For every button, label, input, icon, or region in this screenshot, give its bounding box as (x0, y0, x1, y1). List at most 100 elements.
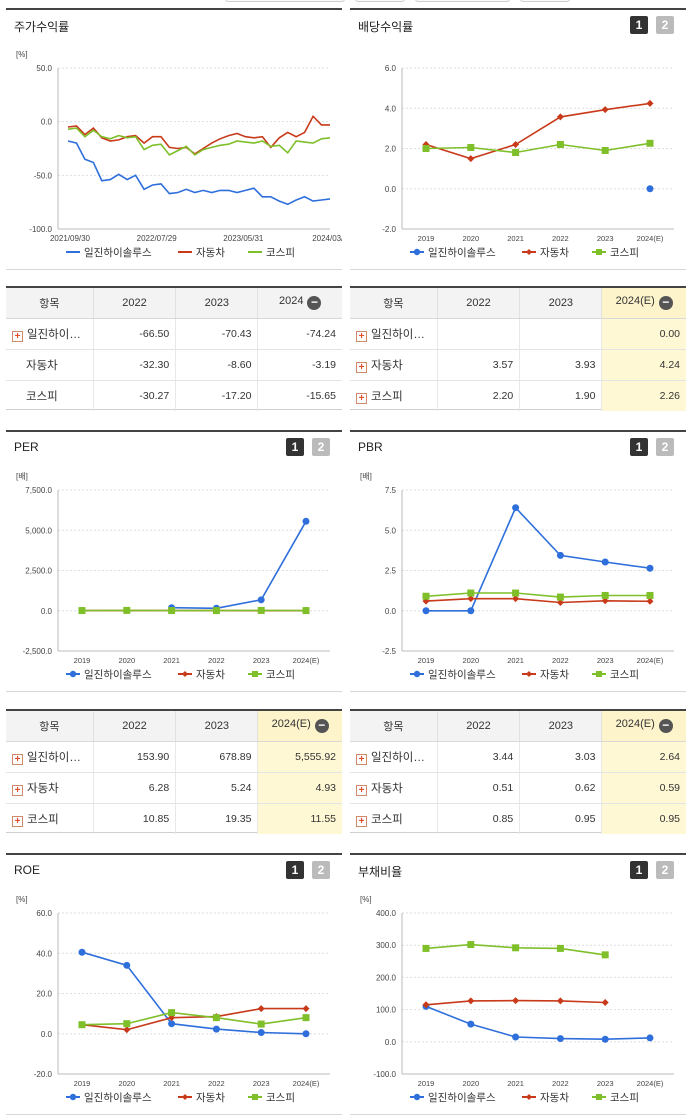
header-label: 2023 (204, 296, 230, 309)
row-name-cell[interactable]: + 코스피 (350, 380, 437, 411)
expand-icon[interactable]: + (356, 330, 367, 342)
legend-marker-auto (526, 671, 532, 677)
data-point-company (78, 948, 86, 956)
x-tick-label: 2020 (118, 1079, 135, 1088)
header-label: 항목 (39, 297, 60, 310)
tab-2[interactable]: 2 (312, 861, 330, 879)
tab-2[interactable]: 2 (656, 16, 674, 34)
toolbar-button[interactable] (415, 0, 510, 2)
row-name-cell[interactable]: + 일진하이… (6, 741, 94, 773)
tab-2[interactable]: 2 (312, 438, 330, 456)
legend-label-auto: 자동차 (540, 1092, 569, 1104)
stock-return-chart-panel: 주가수익률 [%] 50.0 0.0 -50.0 -100.0 2021/09/30 202… (6, 8, 342, 270)
tab-1[interactable]: 1 (286, 438, 304, 456)
y-tick-label: 5.0 (385, 526, 397, 535)
table-header-cell: 2022 (436, 288, 520, 319)
y-unit-label: [배] (16, 472, 28, 481)
data-point-auto (422, 597, 430, 605)
tab-1[interactable]: 1 (630, 861, 648, 879)
expand-icon[interactable]: + (12, 815, 23, 827)
tab-1[interactable]: 1 (630, 16, 648, 34)
table-row: + 코스피 10.85 19.35 11.55 (6, 803, 342, 834)
x-tick-label: 2020 (462, 234, 479, 243)
value-cell: 19.35 (175, 803, 258, 834)
per-chart-panel: PER 1 2 [배] 7,500.0 5,000.0 2,500.0 0.0 -2,50… (6, 430, 342, 692)
pbr-chart: [배] 7.5 5.0 2.5 0.0 -2.5 2019 2020 2021 2022 2023 2… (360, 472, 674, 681)
x-tick-label: 2024/03/2 (312, 234, 342, 243)
row-name-cell[interactable]: + 일진하이… (350, 318, 438, 350)
expand-icon[interactable]: + (356, 815, 367, 827)
row-name-cell[interactable]: + 일진하이… (350, 741, 438, 773)
data-point-company (646, 185, 654, 193)
table-header-cell: 2022 (92, 288, 176, 319)
legend-marker-company (413, 248, 421, 256)
row-name-cell[interactable]: + 자동차 (6, 772, 94, 804)
per-table: 항목 2022 2023 2024(E) − + 일진하이… 153.90 678.89 5,55… (6, 709, 342, 834)
panel-title: 부채비율 (358, 865, 403, 879)
value-cell: 0.59 (601, 772, 686, 804)
y-tick-label: -100.0 (29, 225, 52, 234)
row-name-cell[interactable]: + 코스피 (350, 803, 437, 834)
data-point-kospi (168, 1009, 176, 1017)
tab-1[interactable]: 1 (630, 438, 648, 456)
data-point-kospi (302, 607, 310, 615)
legend-label-company: 일진하이솔루스 (428, 246, 496, 259)
data-point-company (123, 961, 131, 969)
expand-icon[interactable]: + (356, 784, 367, 796)
tab-2[interactable]: 2 (656, 438, 674, 456)
tab-1[interactable]: 1 (286, 861, 304, 879)
panel-title: 주가수익률 (14, 20, 70, 34)
value-cell: 0.95 (519, 803, 602, 834)
series-line-kospi (425, 592, 650, 598)
legend-marker-kospi (596, 1094, 602, 1100)
legend-marker-auto (526, 1094, 532, 1100)
expand-icon[interactable]: + (12, 330, 23, 342)
expand-icon[interactable]: + (356, 361, 367, 373)
toolbar-button[interactable] (355, 0, 405, 2)
collapse-icon[interactable]: − (658, 296, 673, 311)
toolbar-button[interactable] (520, 0, 570, 2)
tab-2[interactable]: 2 (656, 861, 674, 879)
expand-icon[interactable]: + (12, 753, 23, 765)
collapse-icon[interactable]: − (314, 719, 329, 734)
data-point-auto (467, 155, 475, 163)
row-name-cell[interactable]: + 코스피 (6, 803, 93, 834)
toolbar-button[interactable] (225, 0, 345, 2)
legend-label-kospi: 코스피 (266, 1092, 295, 1104)
data-point-auto (467, 997, 475, 1005)
value-cell: 3.93 (519, 349, 602, 381)
legend-label-kospi: 코스피 (610, 1092, 639, 1104)
legend-label-kospi: 코스피 (266, 669, 295, 681)
collapse-icon[interactable]: − (658, 719, 673, 734)
header-label: 2023 (548, 296, 574, 309)
debt-ratio-chart: [%] 400.0 300.0 200.0 100.0 0.0 -100.0 2019 2020… (360, 895, 674, 1104)
row-name: 코스피 (27, 813, 59, 826)
value-cell: 678.89 (175, 741, 258, 773)
expand-icon[interactable]: + (12, 784, 23, 796)
table-row: + 코스피 0.85 0.95 0.95 (350, 803, 686, 834)
data-point-kospi (556, 593, 564, 601)
y-tick-label: -2.5 (382, 647, 396, 656)
data-point-company (601, 558, 609, 566)
row-name-cell[interactable]: + 자동차 (350, 772, 438, 804)
collapse-icon[interactable]: − (307, 296, 322, 311)
x-tick-label: 2021 (163, 656, 180, 665)
data-point-company (467, 1020, 475, 1028)
data-point-kospi (78, 607, 86, 615)
value-cell: 153.90 (92, 741, 176, 773)
table-row: + 일진하이… 153.90 678.89 5,555.92 (6, 741, 342, 773)
legend-label-auto: 자동차 (196, 247, 225, 259)
expand-icon[interactable]: + (356, 753, 367, 765)
data-point-company (302, 1030, 310, 1038)
table-header-cell: 2023 (175, 711, 258, 742)
y-tick-label: 50.0 (36, 64, 52, 73)
data-point-kospi (512, 149, 520, 157)
row-name-cell[interactable]: + 일진하이… (6, 318, 94, 350)
data-point-auto (556, 113, 564, 121)
expand-icon[interactable]: + (356, 392, 367, 404)
row-name-cell[interactable]: + 자동차 (350, 349, 438, 381)
value-cell (519, 318, 602, 350)
legend-marker-company (413, 1093, 421, 1101)
table-header-cell: 항목 (350, 711, 438, 742)
